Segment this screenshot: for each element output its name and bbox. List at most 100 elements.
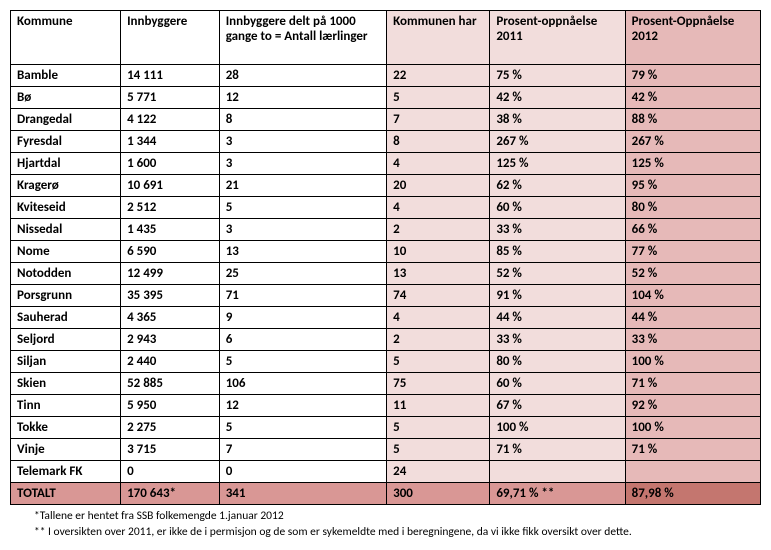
cell-har: 2 (387, 219, 490, 241)
col-antall: Innbyggere delt på 1000 gange to = Antal… (219, 11, 386, 65)
cell-p2012: 66 % (625, 219, 760, 241)
cell-p2011: 85 % (490, 241, 625, 263)
cell-p2011: 60 % (490, 197, 625, 219)
cell-har: 5 (387, 87, 490, 109)
cell-innbyggere: 5 771 (121, 87, 220, 109)
table-row: Hjartdal1 60034125 %125 % (11, 153, 761, 175)
table-row: Kragerø10 691212062 %95 % (11, 175, 761, 197)
cell-antall: 28 (219, 65, 386, 87)
cell-p2011: 91 % (490, 285, 625, 307)
cell-kommune: Hjartdal (11, 153, 121, 175)
cell-har: 13 (387, 263, 490, 285)
footnote-1: *Tallene er hentet fra SSB folkemengde 1… (34, 509, 761, 525)
cell-har: 10 (387, 241, 490, 263)
cell-kommune: Kviteseid (11, 197, 121, 219)
table-total-row: TOTALT170 643*34130069,71 % **87,98 % (11, 483, 761, 505)
cell-kommune: Porsgrunn (11, 285, 121, 307)
cell-har: 4 (387, 307, 490, 329)
cell-kommune: Siljan (11, 351, 121, 373)
cell-kommune: Tinn (11, 395, 121, 417)
cell-har: 20 (387, 175, 490, 197)
table-row: Vinje3 7157571 %71 % (11, 439, 761, 461)
cell-antall: 3 (219, 131, 386, 153)
table-row: Skien52 8851067560 %71 % (11, 373, 761, 395)
cell-antall: 12 (219, 395, 386, 417)
cell-innbyggere: 1 344 (121, 131, 220, 153)
table-row: Bø5 77112542 %42 % (11, 87, 761, 109)
cell-kommune: Nissedal (11, 219, 121, 241)
cell-p2011: 60 % (490, 373, 625, 395)
cell-har: 4 (387, 197, 490, 219)
cell-antall: 13 (219, 241, 386, 263)
cell-p2011: 125 % (490, 153, 625, 175)
cell-innbyggere: 12 499 (121, 263, 220, 285)
table-row: Notodden12 499251352 %52 % (11, 263, 761, 285)
cell-kommune: Kragerø (11, 175, 121, 197)
cell-p2012: 33 % (625, 329, 760, 351)
cell-har: 11 (387, 395, 490, 417)
cell-kommune: Notodden (11, 263, 121, 285)
total-innbyggere: 170 643* (121, 483, 220, 505)
cell-p2011 (490, 461, 625, 483)
cell-p2011: 80 % (490, 351, 625, 373)
cell-p2011: 52 % (490, 263, 625, 285)
cell-p2011: 100 % (490, 417, 625, 439)
cell-p2012: 100 % (625, 351, 760, 373)
cell-p2012: 95 % (625, 175, 760, 197)
cell-kommune: Bamble (11, 65, 121, 87)
cell-har: 5 (387, 417, 490, 439)
cell-innbyggere: 0 (121, 461, 220, 483)
cell-innbyggere: 2 440 (121, 351, 220, 373)
cell-p2012: 52 % (625, 263, 760, 285)
cell-kommune: Vinje (11, 439, 121, 461)
cell-antall: 7 (219, 439, 386, 461)
cell-p2012: 77 % (625, 241, 760, 263)
cell-kommune: Drangedal (11, 109, 121, 131)
cell-p2011: 67 % (490, 395, 625, 417)
cell-p2012: 44 % (625, 307, 760, 329)
cell-p2012: 100 % (625, 417, 760, 439)
table-row: Porsgrunn35 395717491 %104 % (11, 285, 761, 307)
cell-innbyggere: 35 395 (121, 285, 220, 307)
table-row: Nome6 590131085 %77 % (11, 241, 761, 263)
cell-innbyggere: 52 885 (121, 373, 220, 395)
cell-antall: 8 (219, 109, 386, 131)
cell-innbyggere: 2 275 (121, 417, 220, 439)
cell-har: 22 (387, 65, 490, 87)
cell-kommune: Nome (11, 241, 121, 263)
cell-p2011: 267 % (490, 131, 625, 153)
cell-har: 24 (387, 461, 490, 483)
cell-kommune: Seljord (11, 329, 121, 351)
table-header-row: Kommune Innbyggere Innbyggere delt på 10… (11, 11, 761, 65)
cell-innbyggere: 10 691 (121, 175, 220, 197)
cell-antall: 9 (219, 307, 386, 329)
cell-innbyggere: 6 590 (121, 241, 220, 263)
cell-innbyggere: 3 715 (121, 439, 220, 461)
cell-antall: 3 (219, 153, 386, 175)
cell-innbyggere: 5 950 (121, 395, 220, 417)
cell-p2011: 38 % (490, 109, 625, 131)
cell-har: 7 (387, 109, 490, 131)
cell-p2011: 44 % (490, 307, 625, 329)
cell-kommune: Sauherad (11, 307, 121, 329)
table-row: Siljan2 4405580 %100 % (11, 351, 761, 373)
cell-p2012: 92 % (625, 395, 760, 417)
cell-antall: 106 (219, 373, 386, 395)
cell-antall: 6 (219, 329, 386, 351)
cell-p2012 (625, 461, 760, 483)
cell-kommune: Fyresdal (11, 131, 121, 153)
cell-p2011: 71 % (490, 439, 625, 461)
cell-har: 5 (387, 439, 490, 461)
cell-innbyggere: 14 111 (121, 65, 220, 87)
table-row: Bamble14 111282275 %79 % (11, 65, 761, 87)
cell-har: 2 (387, 329, 490, 351)
cell-kommune: Tokke (11, 417, 121, 439)
cell-kommune: Skien (11, 373, 121, 395)
cell-antall: 5 (219, 417, 386, 439)
cell-antall: 0 (219, 461, 386, 483)
footnotes: *Tallene er hentet fra SSB folkemengde 1… (34, 509, 761, 540)
col-kommunen-har: Kommunen har (387, 11, 490, 65)
cell-p2012: 267 % (625, 131, 760, 153)
total-antall: 341 (219, 483, 386, 505)
cell-p2012: 71 % (625, 373, 760, 395)
